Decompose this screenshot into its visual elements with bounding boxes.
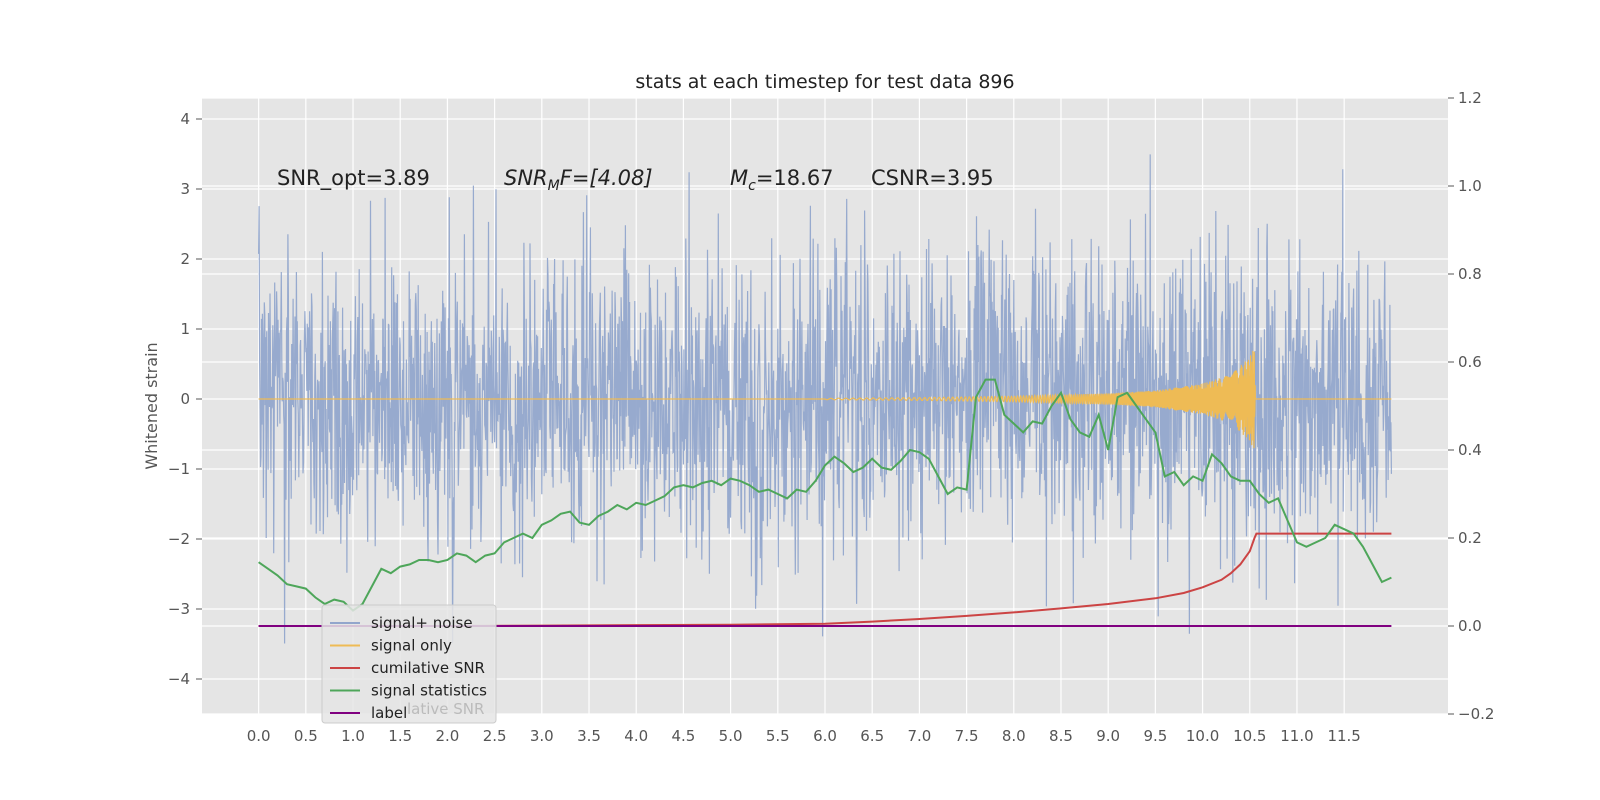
x-tick-label: 4.5 [671,727,695,745]
legend-label: signal only [371,637,452,655]
x-tick-label: 9.5 [1143,727,1167,745]
legend-box [321,604,497,724]
y-tick-label-right: 0.0 [1458,617,1482,635]
x-tick-label: 10.0 [1186,727,1219,745]
y-tick-label-left: −2 [168,530,190,548]
y-tick-label-left: 2 [180,250,190,268]
x-tick-label: 2.5 [483,727,507,745]
signal-only-series [258,350,1392,449]
signal-noise-series [258,154,1392,644]
series-signal-only [258,350,1392,449]
y-tick-label-right: −0.2 [1458,705,1494,723]
legend-label: signal+ noise [371,614,473,632]
legend-hidden-text: lative SNR [407,700,484,718]
x-tick-label: 7.0 [907,727,931,745]
series-signal-noise [258,154,1392,644]
y-tick-label-right: 0.4 [1458,441,1482,459]
legend-label: label [371,704,407,722]
x-tick-label: 1.0 [341,727,365,745]
x-tick-label: 3.5 [577,727,601,745]
y-tick-label-right: 0.2 [1458,529,1482,547]
annotation-snr-mf: SNRMF=[4.08] [504,166,653,194]
x-tick-label: 5.5 [766,727,790,745]
x-tick-label: 9.0 [1096,727,1120,745]
annotation-snr-opt: SNR_opt=3.89 [277,166,430,191]
x-tick-label: 11.0 [1280,727,1313,745]
x-tick-label: 11.5 [1327,727,1360,745]
annotation-mc: Mc=18.67 [730,166,834,194]
x-tick-label: 5.0 [719,727,743,745]
chart-title: stats at each timestep for test data 896 [635,71,1014,93]
x-tick-label: 10.5 [1233,727,1266,745]
legend-label: cumilative SNR [371,659,485,677]
x-tick-label: 0.0 [247,727,271,745]
y-tick-label-left: 4 [180,110,190,128]
x-tick-label: 1.5 [388,727,412,745]
y-tick-label-left: −3 [168,600,190,618]
y-tick-label-left: 1 [180,320,190,338]
axis-ticks: 0.0 0.5 1.0 1.5 2.0 2.5 3.0 3.5 4.0 4.5 5.0 5.5 6.0 6… [168,89,1495,745]
x-tick-label: 8.5 [1049,727,1073,745]
y-tick-label-left: −4 [168,670,190,688]
y-tick-label-left: 0 [180,390,190,408]
y-tick-label-left: −1 [168,460,190,478]
x-tick-label: 4.0 [624,727,648,745]
series-signal-statistics [258,378,1392,612]
x-tick-label: 8.0 [1002,727,1026,745]
annotation-csnr: CSNR=3.95 [871,166,994,190]
y-tick-label-right: 1.2 [1458,89,1482,107]
x-tick-label: 2.0 [435,727,459,745]
x-tick-label: 6.5 [860,727,884,745]
y-tick-label-right: 1.0 [1458,177,1482,195]
x-tick-label: 3.0 [530,727,554,745]
legend: signal+ noise signal only cumilative SNR si… [321,604,497,724]
x-tick-label: 6.0 [813,727,837,745]
y-tick-label-right: 0.8 [1458,265,1482,283]
y-tick-label-left: 3 [180,180,190,198]
y-tick-label-right: 0.6 [1458,353,1482,371]
x-tick-label: 0.5 [294,727,318,745]
y-axis-label: Whitened strain [142,342,161,469]
legend-label: signal statistics [371,682,487,700]
x-tick-label: 7.5 [955,727,979,745]
